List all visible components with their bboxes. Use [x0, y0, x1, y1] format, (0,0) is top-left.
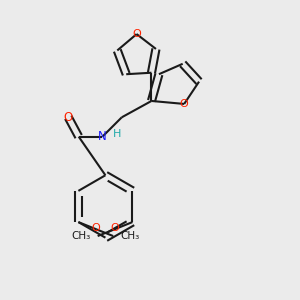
Text: N: N	[98, 130, 107, 143]
Text: CH₃: CH₃	[121, 231, 140, 241]
Text: H: H	[113, 129, 122, 139]
Text: O: O	[64, 111, 73, 124]
Text: O: O	[92, 223, 100, 233]
Text: O: O	[180, 99, 189, 109]
Text: O: O	[110, 223, 119, 233]
Text: O: O	[132, 29, 141, 39]
Text: CH₃: CH₃	[71, 231, 90, 241]
